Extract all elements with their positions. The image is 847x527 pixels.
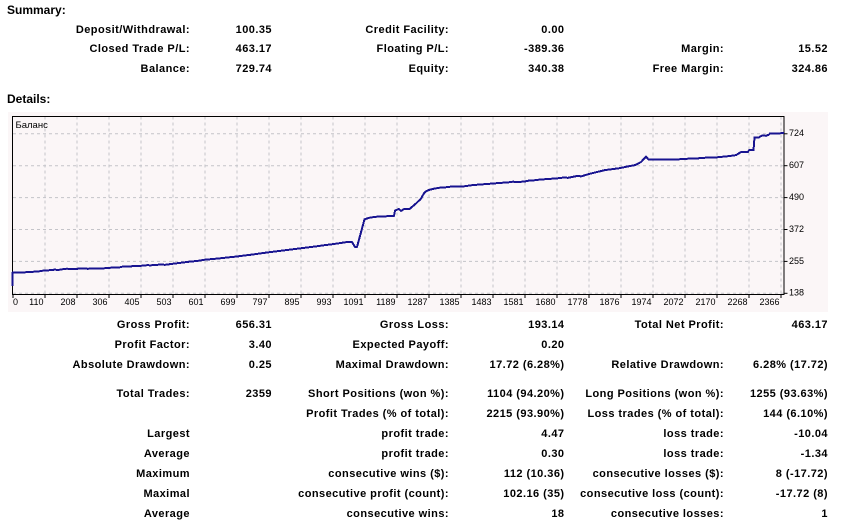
svg-text:Баланс: Баланс	[16, 120, 49, 131]
svg-text:0: 0	[13, 297, 18, 307]
svg-text:2170: 2170	[695, 297, 715, 307]
svg-text:601: 601	[188, 297, 203, 307]
svg-text:503: 503	[156, 297, 171, 307]
svg-text:1974: 1974	[631, 297, 651, 307]
svg-text:895: 895	[284, 297, 299, 307]
svg-text:1581: 1581	[503, 297, 523, 307]
svg-text:993: 993	[316, 297, 331, 307]
svg-text:1483: 1483	[471, 297, 491, 307]
svg-text:1091: 1091	[343, 297, 363, 307]
svg-text:1680: 1680	[535, 297, 555, 307]
svg-text:372: 372	[789, 224, 804, 234]
svg-text:2072: 2072	[663, 297, 683, 307]
svg-text:405: 405	[124, 297, 139, 307]
svg-text:110: 110	[29, 297, 43, 307]
svg-text:208: 208	[60, 297, 75, 307]
svg-text:724: 724	[789, 128, 804, 138]
svg-text:490: 490	[789, 192, 804, 202]
svg-text:255: 255	[789, 256, 804, 266]
svg-text:1189: 1189	[376, 297, 395, 307]
svg-text:2366: 2366	[759, 297, 779, 307]
svg-text:1778: 1778	[567, 297, 587, 307]
svg-text:2268: 2268	[727, 297, 747, 307]
svg-text:1876: 1876	[599, 297, 619, 307]
svg-text:607: 607	[789, 160, 804, 170]
svg-text:1385: 1385	[439, 297, 459, 307]
svg-text:699: 699	[220, 297, 235, 307]
svg-text:138: 138	[789, 288, 804, 298]
svg-text:306: 306	[92, 297, 107, 307]
svg-text:1287: 1287	[407, 297, 427, 307]
svg-text:797: 797	[252, 297, 267, 307]
